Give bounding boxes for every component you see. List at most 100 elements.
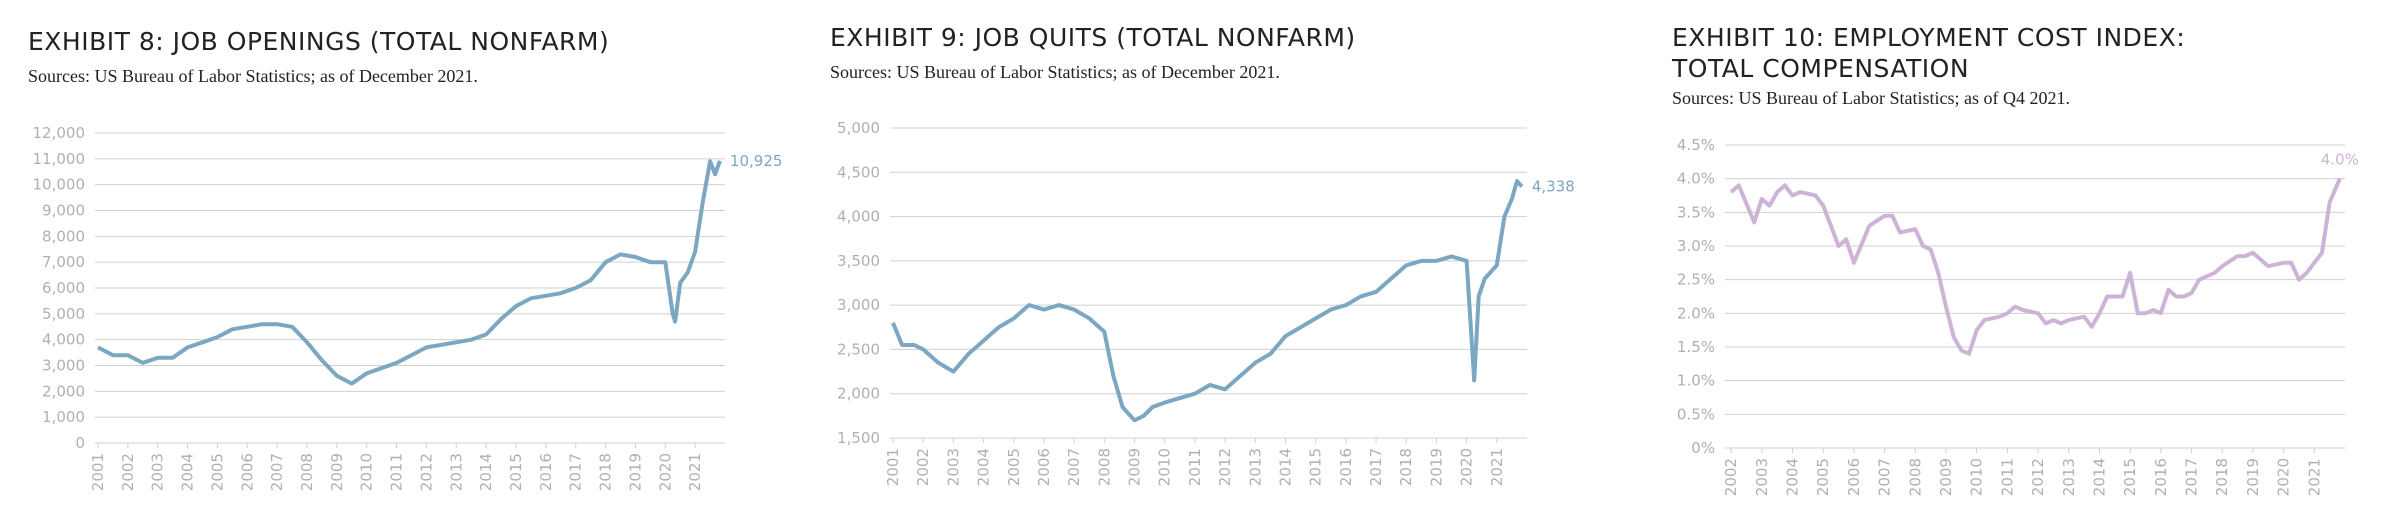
data-line [891, 179, 1524, 423]
y-tick-label: 10,000 [33, 176, 86, 194]
x-tick-label: 2012 [2029, 458, 2047, 496]
x-tick-label: 2006 [1845, 458, 1863, 496]
x-tick-label: 2007 [1876, 458, 1894, 496]
chart-title: EXHIBIT 8: JOB OPENINGS (TOTAL NONFARM) [28, 27, 610, 56]
y-tick-label: 12,000 [33, 124, 86, 142]
x-tick-label: 2020 [1458, 448, 1476, 486]
y-tick-label: 2,000 [837, 385, 880, 403]
value-label: 4.0% [2321, 151, 2359, 169]
x-tick-label: 2009 [1126, 448, 1144, 486]
x-tick-label: 2021 [2305, 458, 2323, 496]
chart-subtitle: Sources: US Bureau of Labor Statistics; … [830, 62, 1280, 82]
x-tick-label: 2010 [1968, 458, 1986, 496]
y-tick-label: 2.5% [1677, 271, 1715, 289]
chart-title: EXHIBIT 10: EMPLOYMENT COST INDEX: TOTAL… [1672, 23, 2186, 83]
x-tick-label: 2003 [1753, 458, 1771, 496]
y-tick-label: 0% [1691, 439, 1715, 457]
x-tick-label: 2002 [1722, 458, 1740, 496]
x-tick-label: 2021 [1488, 448, 1506, 486]
value-label: 4,338 [1532, 178, 1575, 196]
x-tick-label: 2014 [2090, 458, 2108, 496]
y-tick-label: 1,000 [42, 408, 85, 426]
x-tick-label: 2013 [2060, 458, 2078, 496]
y-tick-label: 0 [75, 434, 85, 452]
y-tick-label: 5,000 [42, 305, 85, 323]
x-tick-label: 2004 [975, 448, 993, 486]
x-tick-label: 2012 [1216, 448, 1234, 486]
x-tick-label: 2015 [507, 453, 525, 491]
y-tick-label: 4,500 [837, 163, 880, 181]
y-tick-label: 5,000 [837, 119, 880, 137]
x-tick-label: 2013 [447, 453, 465, 491]
x-tick-label: 2012 [417, 453, 435, 491]
x-tick-label: 2016 [2152, 458, 2170, 496]
y-tick-label: 1.5% [1677, 338, 1715, 356]
x-tick-label: 2021 [686, 453, 704, 491]
y-tick-label: 6,000 [42, 279, 85, 297]
x-tick-label: 2017 [567, 453, 585, 491]
y-tick-label: 7,000 [42, 253, 85, 271]
x-tick-label: 2020 [656, 453, 674, 491]
y-tick-label: 0.5% [1677, 405, 1715, 423]
x-tick-label: 2015 [1307, 448, 1325, 486]
x-tick-label: 2015 [2121, 458, 2139, 496]
x-tick-label: 2003 [149, 453, 167, 491]
x-tick-label: 2008 [298, 453, 316, 491]
x-tick-label: 2005 [1814, 458, 1832, 496]
x-tick-label: 2014 [477, 453, 495, 491]
x-tick-label: 2005 [208, 453, 226, 491]
y-tick-label: 4.5% [1677, 136, 1715, 154]
x-tick-label: 2008 [1906, 458, 1924, 496]
y-tick-label: 11,000 [33, 150, 86, 168]
y-tick-label: 3.0% [1677, 237, 1715, 255]
x-tick-label: 2019 [2244, 458, 2262, 496]
y-tick-label: 2.0% [1677, 304, 1715, 322]
x-tick-label: 2006 [238, 453, 256, 491]
x-tick-label: 2007 [1065, 448, 1083, 486]
x-tick-label: 2010 [1156, 448, 1174, 486]
data-line [97, 159, 722, 386]
chart-subtitle: Sources: US Bureau of Labor Statistics; … [28, 66, 478, 86]
x-tick-label: 2018 [597, 453, 615, 491]
chart-title: EXHIBIT 9: JOB QUITS (TOTAL NONFARM) [830, 23, 1356, 52]
x-tick-label: 2004 [1784, 458, 1802, 496]
x-tick-label: 2005 [1005, 448, 1023, 486]
x-tick-label: 2020 [2275, 458, 2293, 496]
x-tick-label: 2002 [914, 448, 932, 486]
x-tick-label: 2009 [1937, 458, 1955, 496]
y-tick-label: 2,000 [42, 382, 85, 400]
x-tick-label: 2004 [179, 453, 197, 491]
x-tick-label: 2019 [626, 453, 644, 491]
y-tick-label: 3,000 [42, 357, 85, 375]
y-tick-label: 3.5% [1677, 203, 1715, 221]
y-tick-label: 8,000 [42, 227, 85, 245]
y-tick-label: 2,500 [837, 340, 880, 358]
value-label: 10,925 [730, 152, 783, 170]
x-tick-label: 2014 [1276, 448, 1294, 486]
x-tick-label: 2010 [358, 453, 376, 491]
x-tick-label: 2011 [1998, 458, 2016, 496]
x-tick-label: 2018 [2213, 458, 2231, 496]
x-tick-label: 2006 [1035, 448, 1053, 486]
y-tick-label: 1,500 [837, 429, 880, 447]
x-tick-label: 2008 [1095, 448, 1113, 486]
x-tick-label: 2013 [1246, 448, 1264, 486]
x-tick-label: 2018 [1397, 448, 1415, 486]
x-tick-label: 2017 [2183, 458, 2201, 496]
x-tick-label: 2011 [388, 453, 406, 491]
y-tick-label: 3,500 [837, 252, 880, 270]
y-tick-label: 4.0% [1677, 170, 1715, 188]
y-tick-label: 3,000 [837, 296, 880, 314]
x-tick-label: 2002 [119, 453, 137, 491]
chart-subtitle: Sources: US Bureau of Labor Statistics; … [1672, 88, 2070, 108]
x-tick-label: 2003 [944, 448, 962, 486]
x-tick-label: 2007 [268, 453, 286, 491]
x-tick-label: 2011 [1186, 448, 1204, 486]
x-tick-label: 2016 [537, 453, 555, 491]
y-tick-label: 4,000 [42, 331, 85, 349]
x-tick-label: 2001 [89, 453, 107, 491]
y-tick-label: 4,000 [837, 208, 880, 226]
y-tick-label: 1.0% [1677, 372, 1715, 390]
data-line [1729, 177, 2342, 356]
